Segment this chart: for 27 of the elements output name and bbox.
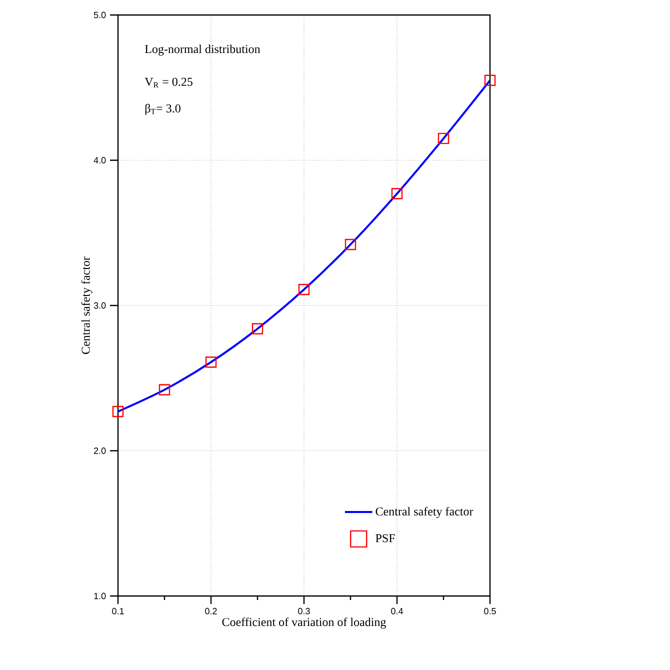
y-axis-title: Central safety factor — [81, 256, 92, 354]
point — [344, 238, 356, 250]
point — [205, 356, 217, 368]
point — [112, 406, 124, 418]
legend-label: PSF — [376, 534, 395, 542]
annotation: β$_{T}$= 3.0 — [145, 104, 180, 115]
point — [298, 284, 310, 296]
y-tick-label: 4.0 — [94, 157, 106, 164]
annotation: V$_{R}$ = 0.25 — [144, 78, 192, 88]
point — [158, 384, 170, 396]
legend-label: Central safety factor — [376, 506, 474, 518]
annotation: Log-normal distribution — [144, 44, 260, 56]
x-tick-label: 0.1 — [112, 608, 124, 614]
y-tick-label: 2.0 — [94, 448, 106, 454]
x-tick-label: 0.5 — [484, 608, 496, 614]
point — [484, 74, 496, 86]
x-tick-label: 0.3 — [298, 608, 310, 614]
x-tick-label: 0.4 — [391, 608, 403, 614]
point — [438, 132, 450, 144]
line-series — [118, 79, 490, 413]
x-axis-title: Coefficient of variation of loading — [222, 618, 386, 629]
y-tick-label: 1.0 — [94, 592, 106, 600]
x-tick-label: 0.2 — [205, 608, 217, 614]
y-tick-label: 3.0 — [94, 302, 106, 309]
point — [252, 323, 264, 334]
point — [391, 188, 403, 200]
y-tick-label: 5.0 — [94, 12, 106, 18]
